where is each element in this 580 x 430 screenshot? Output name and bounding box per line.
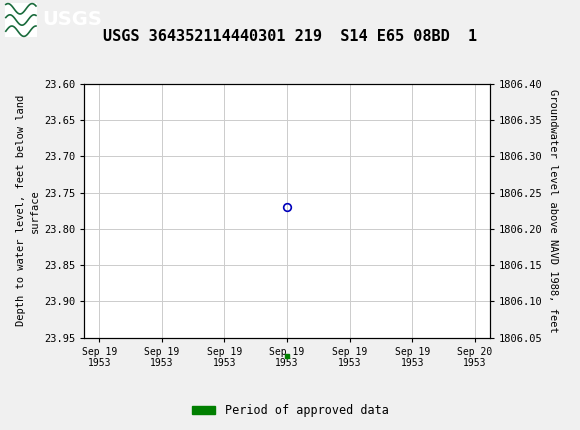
- Text: USGS: USGS: [42, 10, 102, 30]
- Bar: [5, 3, 37, 37]
- Y-axis label: Depth to water level, feet below land
surface: Depth to water level, feet below land su…: [16, 95, 39, 326]
- Legend: Period of approved data: Period of approved data: [187, 399, 393, 422]
- Text: USGS 364352114440301 219  S14 E65 08BD  1: USGS 364352114440301 219 S14 E65 08BD 1: [103, 29, 477, 44]
- Y-axis label: Groundwater level above NAVD 1988, feet: Groundwater level above NAVD 1988, feet: [549, 89, 559, 332]
